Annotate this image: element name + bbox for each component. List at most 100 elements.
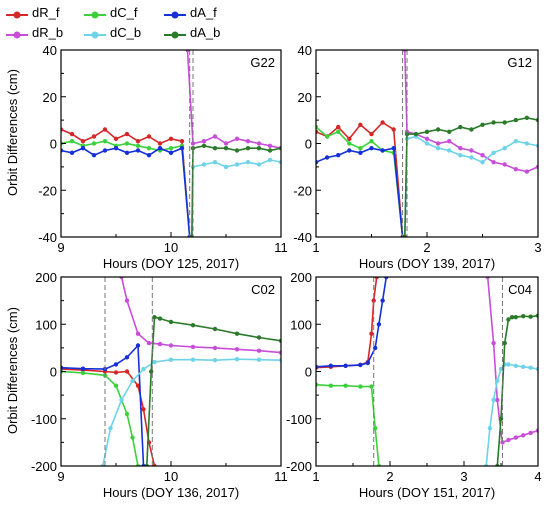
data-point-dC_b <box>141 366 146 372</box>
data-point-dR_f <box>157 141 163 146</box>
y-tick-label: 200 <box>35 270 57 285</box>
data-point-dA_f <box>373 345 378 351</box>
data-point-dC_f <box>69 139 75 144</box>
data-point-dA_b <box>513 315 518 320</box>
data-point-dA_b <box>509 315 515 320</box>
data-point-dR_f <box>380 120 385 125</box>
data-point-dR_f <box>124 369 130 374</box>
data-point-dR_b <box>500 440 505 445</box>
data-point-dR_b <box>424 136 430 141</box>
x-tick-label: 9 <box>57 469 64 484</box>
data-point-dC_b <box>513 363 518 368</box>
data-point-dC_f <box>130 435 135 440</box>
y-tick-label: -40 <box>38 230 57 245</box>
data-point-dA_b <box>157 316 163 321</box>
data-point-dC_b <box>458 153 463 158</box>
data-point-dR_b <box>146 340 152 346</box>
legend-swatch <box>84 8 106 19</box>
data-point-dC_b <box>267 157 273 163</box>
data-point-dR_b <box>256 141 262 146</box>
data-point-dR_f <box>135 139 141 144</box>
data-point-dA_f <box>324 155 330 160</box>
data-point-dR_b <box>157 341 163 347</box>
legend-swatch <box>6 8 28 19</box>
data-point-dC_f <box>324 134 330 139</box>
data-point-dR_f <box>146 134 152 139</box>
data-point-dR_f <box>336 124 341 130</box>
y-tick-label: 20 <box>298 90 312 105</box>
y-tick-label: -20 <box>38 183 57 198</box>
y-tick-label: 40 <box>298 43 312 58</box>
panel-title: C02 <box>251 282 275 297</box>
y-tick-label: -20 <box>293 183 312 198</box>
data-point-dA_b <box>149 369 154 374</box>
data-point-dC_f <box>168 146 174 151</box>
data-point-dA_b <box>190 323 196 328</box>
data-point-dR_b <box>168 343 174 348</box>
data-point-dR_b <box>256 348 262 353</box>
data-point-dA_b <box>234 148 240 153</box>
data-point-dC_b <box>424 141 430 146</box>
y-tick-label: 0 <box>50 365 57 380</box>
data-point-dR_f <box>113 136 119 141</box>
y-tick-label: 0 <box>305 365 312 380</box>
series-line-dR_f <box>61 128 191 237</box>
series-line-dA_b <box>146 316 281 466</box>
data-point-dR_b <box>480 153 485 158</box>
data-point-dC_b <box>130 378 135 384</box>
data-point-dR_b <box>521 433 526 438</box>
chart-panel-G12: 1 2 3 -40 -20 0 20 40 G12 Hours (DOY 139, 2017) <box>293 43 541 271</box>
data-point-dC_f <box>369 384 374 389</box>
data-point-dA_b <box>513 117 518 123</box>
data-point-dA_b <box>469 127 474 132</box>
series-line-dR_b <box>486 277 538 444</box>
data-point-dA_f <box>328 363 333 368</box>
x-tick-label: 9 <box>57 240 64 255</box>
legend-label: dR_b <box>32 25 64 40</box>
chart-panel-C02: 9 10 11 -200 -100 0 100 200 C02 Hours (DOY 136, 2… <box>31 270 288 500</box>
data-point-dA_f <box>380 148 385 153</box>
y-tick-label: -40 <box>293 230 312 245</box>
data-point-dA_b <box>458 124 463 130</box>
data-point-dR_b <box>502 162 507 167</box>
data-point-dC_b <box>212 160 218 165</box>
series-line-dC_b <box>485 363 538 466</box>
series-line-dR_f <box>316 121 404 237</box>
data-point-dA_b <box>256 335 262 340</box>
data-point-dR_b <box>190 141 196 146</box>
x-tick-label: 3 <box>460 469 467 484</box>
data-point-dA_b <box>168 319 174 325</box>
data-point-dR_b <box>267 143 273 148</box>
series-group <box>61 50 281 237</box>
data-point-dC_b <box>119 397 124 403</box>
x-tick-label: 2 <box>423 240 430 255</box>
data-point-dC_b <box>528 365 533 370</box>
data-point-dR_f <box>102 127 108 132</box>
series-group <box>316 50 538 237</box>
data-point-dC_b <box>223 164 229 170</box>
data-point-dA_b <box>245 146 251 151</box>
series-line-dC_f <box>61 370 139 466</box>
data-point-dC_b <box>245 160 251 165</box>
y-tick-label: 100 <box>290 317 312 332</box>
data-point-dA_f <box>102 148 108 153</box>
series-line-dA_f <box>61 147 191 237</box>
data-point-dR_b <box>212 134 218 139</box>
data-point-dC_b <box>212 358 218 363</box>
data-point-dA_f <box>168 150 174 155</box>
y-tick-label: 40 <box>43 43 57 58</box>
legend-label: dR_f <box>32 5 60 20</box>
data-point-dR_b <box>524 169 530 174</box>
data-point-dA_f <box>113 146 119 151</box>
data-point-dA_b <box>435 127 441 132</box>
data-point-dA_b <box>152 315 157 320</box>
data-point-dA_b <box>212 326 218 332</box>
series-group <box>316 277 538 466</box>
data-point-dR_b <box>234 136 240 141</box>
data-point-dA_b <box>447 129 452 134</box>
data-point-dR_b <box>491 160 496 165</box>
data-point-dA_b <box>506 317 511 322</box>
y-tick-label: 20 <box>43 90 57 105</box>
panel-title: G22 <box>250 55 275 70</box>
data-point-dR_f <box>124 131 130 137</box>
